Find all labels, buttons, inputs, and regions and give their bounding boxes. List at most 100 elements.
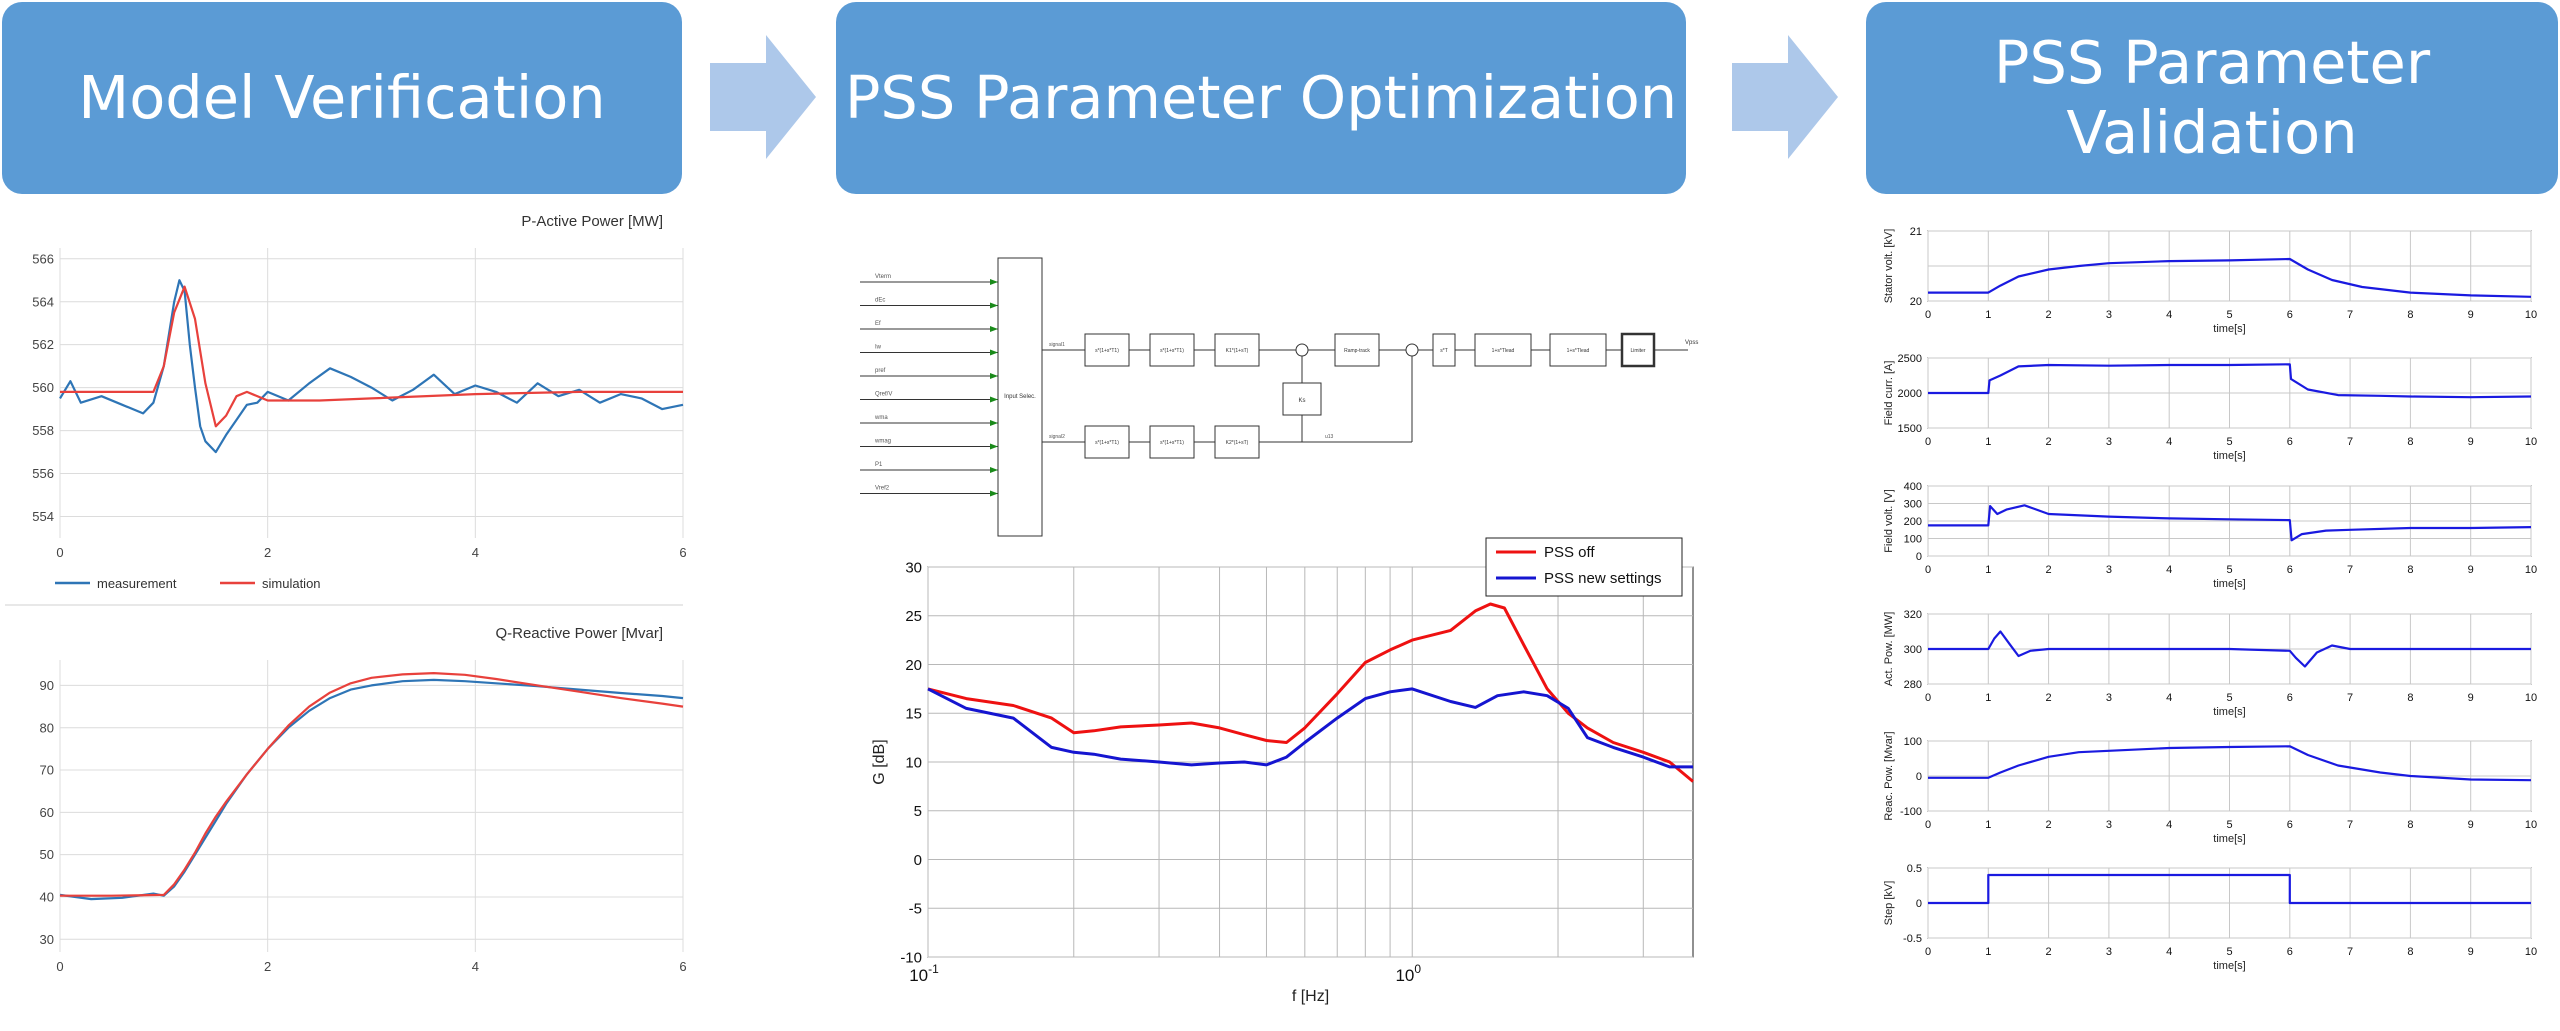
- x-tick-label: 6: [2287, 819, 2293, 831]
- x-tick-label: 8: [2407, 946, 2413, 958]
- y-tick-label: 60: [40, 805, 54, 820]
- x-tick-label: 2: [264, 959, 271, 974]
- input-arrow-icon: [990, 420, 998, 426]
- x-tick-label: 0: [1925, 692, 1931, 704]
- y-tick-label: 558: [32, 423, 54, 438]
- transfer-block: [1149, 425, 1195, 459]
- x-tick-label: 10: [2525, 436, 2537, 448]
- y-tick-label: 566: [32, 251, 54, 266]
- x-axis-label: time[s]: [2213, 450, 2245, 462]
- x-tick-label: 4: [2166, 309, 2172, 321]
- x-tick-label: 0: [56, 959, 63, 974]
- chart-active-power: 554 556 558 560 562 564 566 0 2 4 6 P-Active Power …: [32, 213, 686, 560]
- x-tick-label: 8: [2407, 692, 2413, 704]
- block-label: Ks: [1298, 398, 1305, 404]
- y-axis-label: Field curr. [A]: [1883, 361, 1895, 426]
- x-tick-label: 10: [2525, 564, 2537, 576]
- y-axis-label: Reac. Pow. [Mvar]: [1883, 731, 1895, 820]
- input-label: Vref2: [875, 486, 890, 492]
- x-tick-label: 2: [2046, 564, 2052, 576]
- y-tick-label: 0: [914, 852, 922, 869]
- x-tick-label: 10: [2525, 692, 2537, 704]
- legend-box: [1485, 537, 1683, 597]
- y-tick-label: 556: [32, 466, 54, 481]
- y-tick-label: 0: [1916, 551, 1922, 563]
- y-tick-label: 15: [905, 706, 922, 723]
- series-line-1: [1928, 745, 2532, 782]
- y-tick-label: 10: [905, 754, 922, 771]
- banner-pss-parameter-optimization: PSS Parameter Optimization: [836, 2, 1686, 194]
- series-line-1: [927, 602, 1694, 783]
- block-label: Ramp-track: [1344, 348, 1370, 354]
- x-tick-label: 4: [472, 545, 479, 560]
- signal-label: u13: [1325, 434, 1334, 440]
- x-tick-label: 0: [1925, 564, 1931, 576]
- input-arrow-icon: [990, 326, 998, 332]
- x-tick-label: 6: [2287, 692, 2293, 704]
- x-tick-label: 6: [679, 959, 686, 974]
- x-tick-label: 6: [2287, 436, 2293, 448]
- x-tick-label: 4: [2166, 564, 2172, 576]
- block-label: K1*(1+sT): [1226, 348, 1249, 354]
- input-arrow-icon: [990, 443, 998, 450]
- y-tick-label: 0.5: [1907, 863, 1922, 875]
- series-line-1: [1928, 257, 2532, 298]
- block-label: 1+s*Tlead: [1492, 348, 1515, 354]
- y-tick-label: 280: [1904, 679, 1922, 691]
- chart-stator-voltage: 20 21 0 1 2 3 4 5 6 7 8 9 10 time[s] Stator volt. [kV]: [1883, 226, 2537, 335]
- y-tick-label: 562: [32, 337, 54, 352]
- y-tick-label: 50: [40, 847, 54, 862]
- x-tick-label: 5: [2226, 946, 2232, 958]
- x-tick-label: 0: [1925, 436, 1931, 448]
- chart-reactive-power: 30 40 50 60 70 80 90 0 2 4 6 Q-Reactive Power [Mvar…: [40, 625, 687, 974]
- y-tick-label: 2500: [1898, 353, 1922, 365]
- x-tick-label: 6: [2287, 309, 2293, 321]
- block-label: s*T: [1440, 348, 1448, 354]
- series-line-2: [60, 285, 683, 428]
- y-tick-label: 1500: [1898, 423, 1922, 435]
- chart-title: Q-Reactive Power [Mvar]: [495, 625, 663, 642]
- x-tick-label: 7: [2347, 946, 2353, 958]
- transfer-block: [1334, 333, 1380, 367]
- y-tick-label: 21: [1910, 226, 1922, 238]
- x-tick-label: 9: [2468, 436, 2474, 448]
- series-line-2: [927, 687, 1693, 769]
- transfer-block: [1084, 425, 1130, 459]
- input-label: Qref/V: [875, 392, 892, 398]
- block-label: s*(1+s*T1): [1160, 440, 1184, 446]
- input-label: P1: [875, 462, 883, 468]
- y-tick-label: 20: [905, 657, 922, 674]
- x-tick-label: 1: [1985, 819, 1991, 831]
- y-tick-label: 560: [32, 380, 54, 395]
- x-tick-label: 8: [2407, 436, 2413, 448]
- x-tick-label: 7: [2347, 819, 2353, 831]
- legend-label: PSS new settings: [1544, 570, 1662, 587]
- y-tick-label: 0: [1916, 771, 1922, 783]
- transfer-block: [1620, 332, 1656, 368]
- x-tick-label: 0: [1925, 946, 1931, 958]
- series-line-1: [59, 678, 684, 901]
- x-tick-label: 8: [2407, 564, 2413, 576]
- x-axis-label: time[s]: [2213, 323, 2245, 335]
- series-line-2: [60, 671, 684, 897]
- x-tick-label: 10: [2525, 946, 2537, 958]
- x-tick-label: 1: [1985, 309, 1991, 321]
- x-tick-label: 4: [2166, 946, 2172, 958]
- x-tick-label: 2: [2046, 436, 2052, 448]
- transfer-block: [1214, 333, 1260, 367]
- y-axis-label: G [dB]: [871, 739, 888, 784]
- x-tick-label: 4: [472, 959, 479, 974]
- x-axis-label: f [Hz]: [1292, 988, 1329, 1005]
- transfer-block: [1474, 333, 1532, 367]
- x-tick-label: 1: [1985, 564, 1991, 576]
- x-tick-label: 7: [2347, 692, 2353, 704]
- signal-label: signal1: [1049, 342, 1065, 348]
- block-label: s*(1+s*T1): [1160, 348, 1184, 354]
- x-axis-label: time[s]: [2213, 960, 2245, 972]
- x-tick-label: 10-1: [909, 962, 939, 985]
- x-tick-label: 1: [1985, 946, 1991, 958]
- block-label: s*(1+s*T1): [1095, 348, 1119, 354]
- series-line-1: [1928, 873, 2531, 905]
- chart-legend: PSS off PSS new settings: [1485, 537, 1683, 597]
